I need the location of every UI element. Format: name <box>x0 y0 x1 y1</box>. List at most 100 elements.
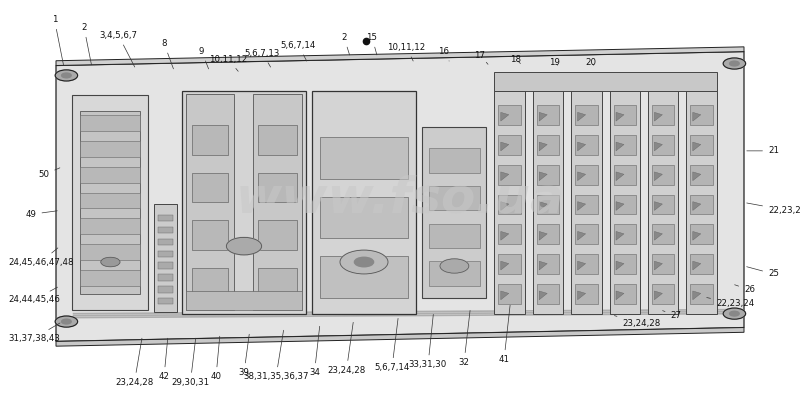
Circle shape <box>62 73 71 78</box>
Bar <box>429 148 480 173</box>
Bar <box>614 195 636 214</box>
Bar <box>498 224 521 244</box>
Bar <box>320 197 408 238</box>
Text: www.fso.ua: www.fso.ua <box>236 175 564 222</box>
Polygon shape <box>693 202 701 210</box>
Text: 42: 42 <box>158 338 170 382</box>
Polygon shape <box>654 291 662 300</box>
Bar <box>614 105 636 125</box>
Bar <box>498 284 521 304</box>
Bar <box>652 284 674 304</box>
Polygon shape <box>501 291 509 300</box>
Bar <box>537 105 559 125</box>
Polygon shape <box>501 142 509 151</box>
Bar <box>575 284 598 304</box>
Polygon shape <box>539 291 547 300</box>
Polygon shape <box>654 142 662 151</box>
Text: 21: 21 <box>746 146 779 155</box>
Text: 23,24,28: 23,24,28 <box>327 322 366 375</box>
Polygon shape <box>693 112 701 121</box>
Bar <box>192 220 228 250</box>
Bar <box>186 94 234 310</box>
Polygon shape <box>616 172 624 181</box>
Bar <box>575 105 598 125</box>
Bar <box>158 286 173 293</box>
Bar <box>80 270 140 286</box>
Text: 32: 32 <box>458 310 470 367</box>
Bar <box>575 224 598 244</box>
Polygon shape <box>56 52 744 341</box>
Bar <box>652 224 674 244</box>
Bar <box>614 284 636 304</box>
Text: 24,45,46,47,48: 24,45,46,47,48 <box>8 248 74 266</box>
Bar <box>614 135 636 155</box>
Polygon shape <box>654 261 662 270</box>
Bar <box>571 91 602 314</box>
Text: 23,24,28: 23,24,28 <box>614 316 661 328</box>
Text: 10,11,12: 10,11,12 <box>387 42 426 61</box>
Bar <box>498 135 521 155</box>
Polygon shape <box>693 291 701 300</box>
Bar <box>158 262 173 269</box>
Bar <box>652 165 674 185</box>
Polygon shape <box>693 261 701 270</box>
Polygon shape <box>616 231 624 240</box>
Bar <box>429 224 480 248</box>
Bar <box>652 254 674 274</box>
Bar <box>158 251 173 257</box>
Bar <box>690 224 713 244</box>
Bar <box>537 254 559 274</box>
Polygon shape <box>539 202 547 210</box>
Bar <box>614 224 636 244</box>
Text: 26: 26 <box>734 285 755 294</box>
Text: 29,30,31: 29,30,31 <box>171 338 210 387</box>
Circle shape <box>55 316 78 327</box>
Text: 8: 8 <box>162 39 174 69</box>
Polygon shape <box>654 172 662 181</box>
Bar <box>429 186 480 210</box>
Bar <box>320 137 408 179</box>
Bar <box>610 91 640 314</box>
Circle shape <box>723 308 746 319</box>
Text: 31,37,38,43: 31,37,38,43 <box>8 323 60 343</box>
Bar <box>154 204 177 312</box>
Bar <box>537 224 559 244</box>
Bar <box>537 195 559 214</box>
Bar <box>80 193 140 208</box>
Bar <box>80 244 140 260</box>
Bar <box>498 254 521 274</box>
Bar <box>537 284 559 304</box>
Polygon shape <box>578 231 586 240</box>
Polygon shape <box>501 172 509 181</box>
Bar <box>494 91 525 314</box>
Polygon shape <box>616 202 624 210</box>
Bar <box>80 141 140 157</box>
Text: 15: 15 <box>366 33 378 55</box>
Bar <box>186 291 302 310</box>
Text: 25: 25 <box>746 267 779 278</box>
Text: 41: 41 <box>498 305 510 364</box>
Polygon shape <box>654 231 662 240</box>
Bar <box>158 227 173 233</box>
Text: 23,24,28: 23,24,28 <box>115 338 154 387</box>
Text: 22,23,24: 22,23,24 <box>706 297 754 308</box>
Text: 5,6,7,14: 5,6,7,14 <box>281 40 316 61</box>
Text: 18: 18 <box>510 54 522 64</box>
Bar <box>312 91 416 314</box>
Bar <box>429 261 480 286</box>
Polygon shape <box>539 142 547 151</box>
Text: 2: 2 <box>82 23 91 65</box>
Bar <box>648 91 678 314</box>
Bar <box>320 256 408 298</box>
Bar <box>575 135 598 155</box>
Text: 27: 27 <box>662 310 682 320</box>
Polygon shape <box>616 112 624 121</box>
Bar <box>652 105 674 125</box>
Polygon shape <box>56 328 744 346</box>
Bar <box>182 91 306 314</box>
Bar <box>690 165 713 185</box>
Bar <box>158 239 173 245</box>
Text: 38,31,35,36,37: 38,31,35,36,37 <box>243 330 309 382</box>
Text: 1: 1 <box>52 15 63 65</box>
Bar <box>422 127 486 298</box>
